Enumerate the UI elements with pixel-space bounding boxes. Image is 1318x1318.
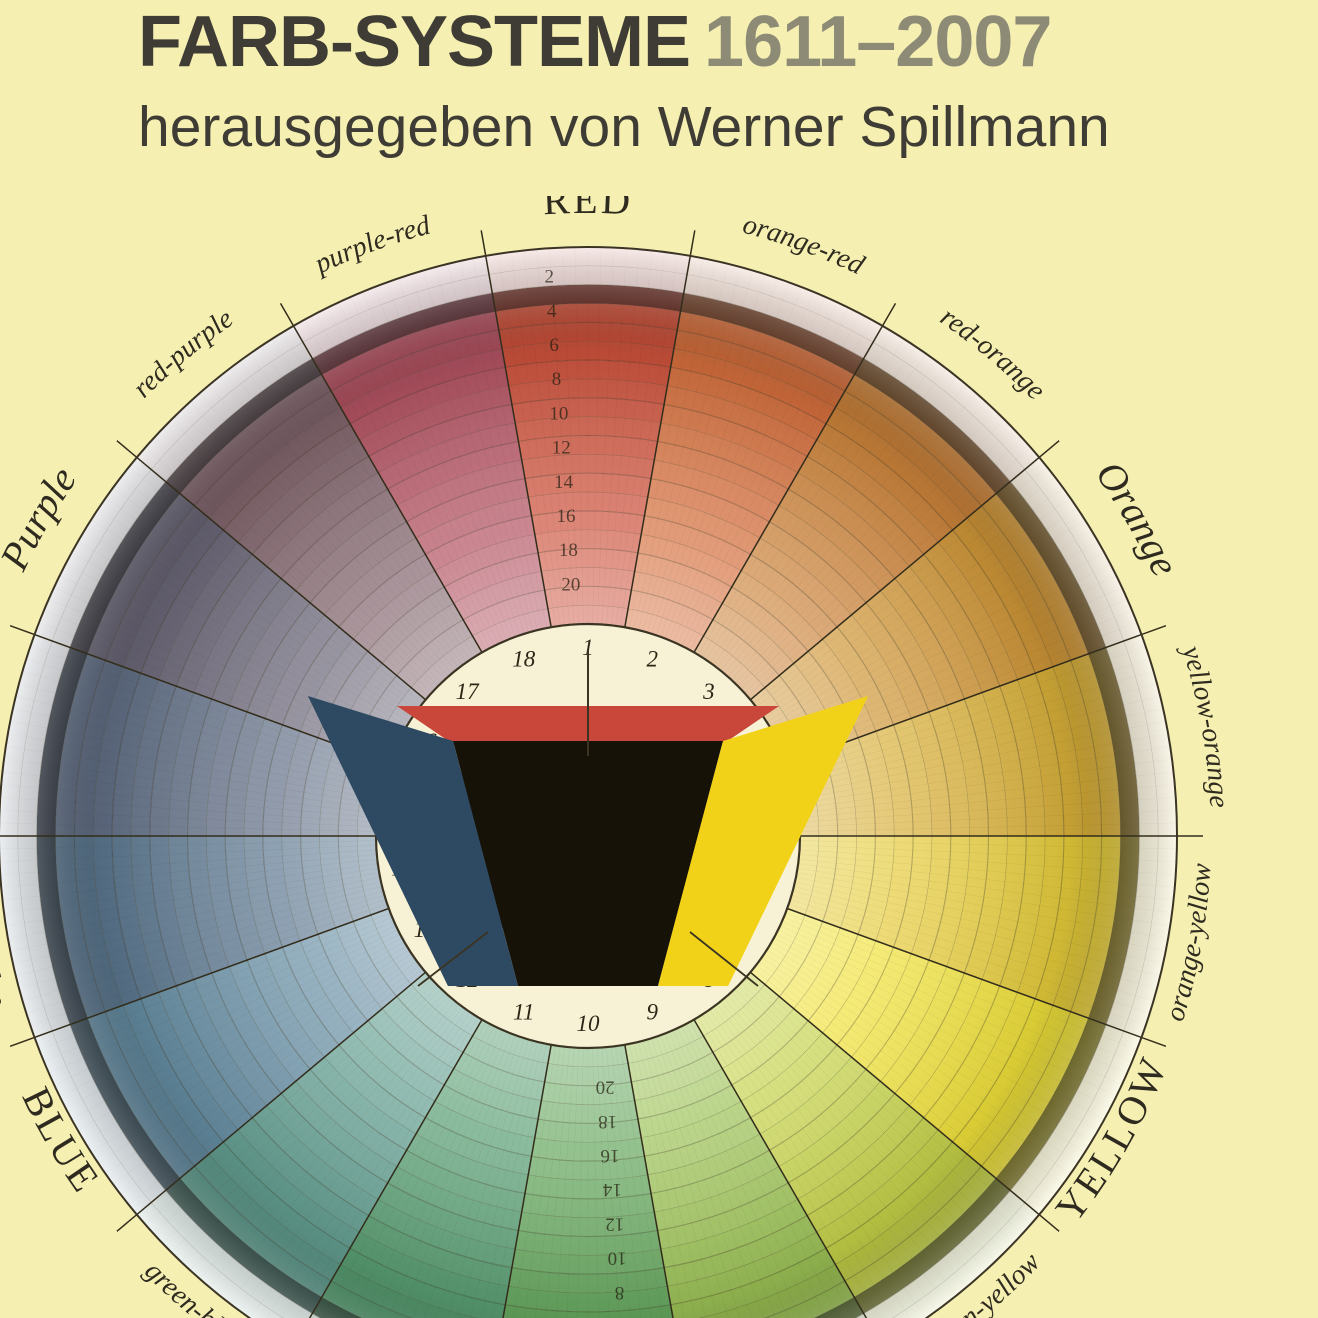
sector-divider: [783, 624, 1167, 766]
sector-label-yellow-orange: yellow-orange: [1175, 639, 1228, 808]
ring-number: 12: [552, 438, 571, 459]
ring-number: 12: [605, 1213, 624, 1234]
color-wheel: 24681012141618202468101214161820 1234567…: [0, 196, 1228, 1318]
sector-divider: [691, 303, 897, 657]
dial-number: 17: [456, 679, 481, 704]
sector-divider: [9, 624, 393, 766]
ring-number: 10: [608, 1248, 627, 1269]
ring-number: 2: [545, 267, 555, 288]
black-overlap-shape: [453, 741, 723, 986]
sector-divider: [691, 1015, 868, 1318]
dial-number: 9: [647, 1000, 659, 1025]
wheel-spokes: [0, 230, 1203, 1318]
ring-number: 18: [598, 1111, 617, 1132]
color-wheel-svg: 24681012141618202468101214161820 1234567…: [0, 196, 1228, 1318]
dial-number: 3: [702, 679, 715, 704]
sector-divider: [308, 1015, 485, 1318]
ring-number: 8: [615, 1282, 625, 1303]
sector-divider: [623, 1040, 674, 1318]
sector-divider: [279, 303, 485, 657]
ring-number: 16: [557, 506, 576, 527]
subtitle-editor: herausgegeben von Werner Spillmann: [138, 95, 1110, 160]
sector-divider: [783, 906, 1167, 1048]
yellow-triangle-right: [658, 696, 868, 986]
ring-number: 6: [549, 335, 559, 356]
sector-divider: [623, 230, 696, 632]
ring-number: 8: [552, 369, 562, 390]
ring-number: 14: [554, 472, 574, 493]
dial-number: 18: [512, 646, 536, 671]
title-years: 1611–2007: [704, 2, 1052, 82]
blue-triangle-left: [308, 696, 518, 986]
page-title: FARB-SYSTEME 1611–2007: [138, 4, 1258, 80]
sector-divider: [480, 230, 553, 632]
dial-number: 1: [582, 635, 594, 660]
sector-divider: [116, 440, 430, 703]
title-block: FARB-SYSTEME 1611–2007 herausgegeben von …: [138, 4, 1258, 159]
dial-number: 11: [513, 1000, 534, 1025]
sector-divider: [116, 969, 430, 1232]
pointer-line-left: [417, 931, 489, 987]
ring-number: 4: [547, 301, 557, 322]
ring-number: 16: [600, 1145, 619, 1166]
wheel-outline: [0, 246, 1178, 1318]
sector-divider: [746, 969, 1060, 1232]
sector-label-orange-red: orange-red: [740, 209, 870, 282]
ring-number: 10: [549, 403, 568, 424]
sector-label-red: RED: [542, 196, 634, 223]
ring-number: 14: [602, 1179, 622, 1200]
ring-number: 20: [596, 1077, 615, 1098]
ring-number: 6: [617, 1316, 627, 1318]
sector-divider: [746, 440, 1060, 703]
ring-number: 20: [561, 574, 580, 595]
title-main: FARB-SYSTEME: [138, 2, 691, 82]
pointer-line-right: [689, 931, 759, 987]
sector-divider: [9, 906, 393, 1048]
ring-numbers: 24681012141618202468101214161820: [545, 267, 627, 1318]
dial-number: 10: [577, 1011, 601, 1036]
dial-number: 2: [647, 646, 659, 671]
sector-divider: [502, 1040, 553, 1318]
ring-number: 18: [559, 540, 578, 561]
sector-label-purple-red: purple-red: [308, 209, 434, 280]
primary-triangles: [308, 696, 868, 986]
